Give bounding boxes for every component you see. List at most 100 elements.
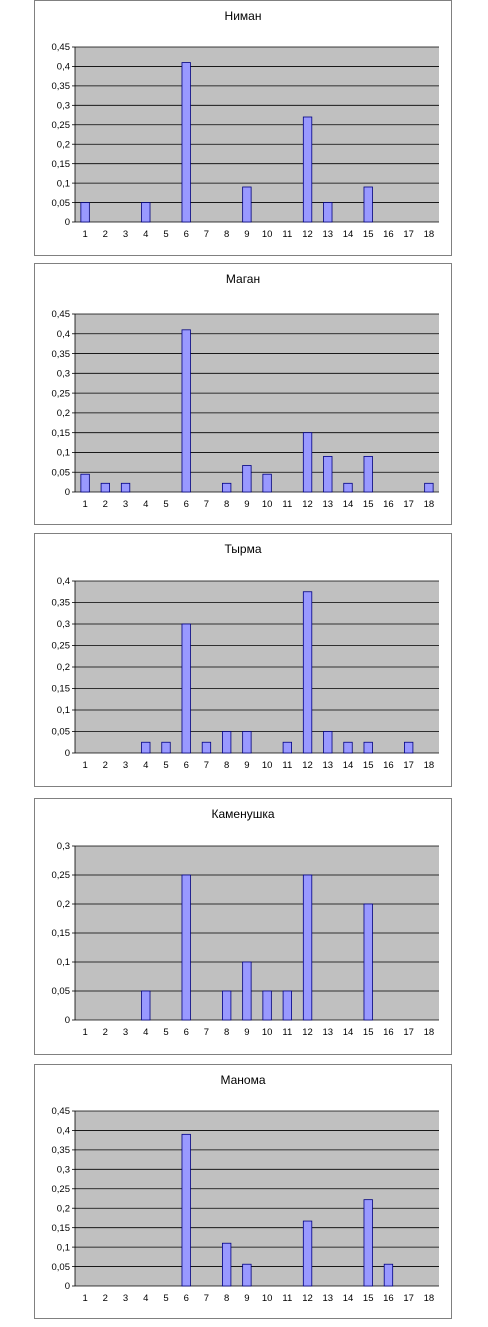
x-tick-label: 2 (103, 760, 108, 771)
x-tick-label: 8 (224, 1027, 229, 1038)
bar (181, 62, 191, 223)
y-tick-label: 0,05 (52, 467, 71, 478)
x-tick-label: 11 (282, 499, 292, 510)
x-tick-label: 12 (302, 1027, 313, 1038)
bar (222, 1242, 232, 1287)
y-tick-label: 0,2 (57, 662, 70, 673)
x-tick-label: 18 (424, 229, 435, 240)
y-tick-label: 0,3 (57, 1165, 70, 1176)
x-tick-label: 9 (244, 760, 249, 771)
x-tick-label: 13 (322, 229, 333, 240)
chart-panel-magan: Маган 0 0,05 0,1 0,15 0,2 0,25 0,3 0,35 0,4 0,45 1… (34, 263, 452, 525)
y-tick-label: 0,15 (52, 159, 71, 170)
x-tick-label: 10 (262, 760, 273, 771)
x-tick-label: 6 (184, 1027, 189, 1038)
bar (201, 741, 212, 754)
y-tick-label: 0,2 (57, 139, 70, 150)
y-tick-label: 0,4 (57, 62, 70, 73)
x-tick-label: 14 (343, 1293, 354, 1304)
x-tick-label: 1 (82, 499, 87, 510)
x-tick-label: 16 (383, 1293, 394, 1304)
x-tick-label: 12 (302, 760, 313, 771)
y-tick-label: 0,45 (52, 42, 71, 53)
y-tick-label: 0,25 (52, 870, 71, 881)
x-tick-label: 1 (82, 229, 87, 240)
bar-chart: 00,050,10,150,20,250,30,350,40,451 2 3 4 5 6 7… (52, 309, 439, 510)
y-tick-label: 0,25 (52, 1184, 71, 1195)
y-tick-label: 0,25 (52, 388, 71, 399)
x-tick-label: 1 (82, 760, 87, 771)
x-tick-label: 15 (363, 499, 374, 510)
y-tick-label: 0,15 (52, 928, 71, 939)
chart-title: Каменушка (211, 807, 275, 821)
chart-panel-tyrma: Тырма 0 0,05 0,1 0,15 0,2 0,25 0,3 0,35 0,4 1 2 3 4 5… (34, 533, 452, 787)
x-tick-label: 18 (424, 1027, 435, 1038)
y-tick-label: 0,15 (52, 1223, 71, 1234)
x-tick-label: 12 (302, 229, 313, 240)
x-tick-label: 2 (103, 499, 108, 510)
x-tick-label: 11 (282, 1027, 292, 1038)
x-tick-label: 7 (204, 1293, 209, 1304)
x-tick-label: 1 (82, 1293, 87, 1304)
x-tick-label: 15 (363, 229, 374, 240)
x-tick-label: 6 (184, 229, 189, 240)
y-tick-label: 0,15 (52, 428, 71, 439)
bar (363, 455, 373, 493)
x-tick-label: 13 (322, 499, 333, 510)
y-tick-label: 0,1 (57, 178, 70, 189)
y-tick-label: 0,4 (57, 329, 70, 340)
x-tick-label: 7 (204, 229, 209, 240)
x-tick-label: 10 (262, 1293, 273, 1304)
x-tick-label: 9 (244, 499, 249, 510)
bar (323, 202, 333, 223)
y-tick-label: 0,3 (57, 619, 70, 630)
bar (222, 731, 232, 754)
bar (262, 473, 272, 493)
x-tick-label: 3 (123, 760, 128, 771)
x-tick-label: 14 (343, 499, 354, 510)
bar (383, 1263, 394, 1287)
bar (80, 473, 90, 493)
x-tick-label: 14 (343, 229, 354, 240)
x-tick-label: 18 (424, 1293, 435, 1304)
y-tick-label: 0,35 (52, 81, 71, 92)
bar (242, 465, 252, 493)
x-tick-label: 1 (82, 1027, 87, 1038)
x-tick-label: 11 (282, 229, 292, 240)
bar-chart: 00,050,10,150,20,250,30,350,40,451 2 3 4 5 6 7… (52, 42, 439, 240)
y-tick-label: 0,3 (57, 101, 70, 112)
chart-title: Ниман (224, 9, 262, 23)
y-tick-label: 0 (65, 1015, 70, 1026)
bar (302, 116, 313, 223)
x-tick-label: 9 (244, 1027, 249, 1038)
chart-title: Маган (225, 272, 261, 286)
x-tick-label: 5 (163, 499, 168, 510)
x-tick-label: 3 (123, 1027, 128, 1038)
x-tick-label: 17 (403, 1293, 414, 1304)
y-tick-label: 0,45 (52, 309, 71, 320)
y-tick-label: 0,35 (52, 349, 71, 360)
x-tick-label: 12 (302, 1293, 313, 1304)
x-tick-label: 6 (184, 499, 189, 510)
bar (323, 455, 333, 493)
y-tick-label: 0,2 (57, 1203, 70, 1214)
y-tick-label: 0,25 (52, 641, 71, 652)
y-tick-label: 0,4 (57, 1126, 70, 1137)
x-tick-label: 13 (322, 1293, 333, 1304)
x-tick-label: 10 (262, 229, 273, 240)
x-tick-label: 17 (403, 229, 414, 240)
bar (404, 741, 414, 754)
bar (343, 741, 353, 754)
x-tick-label: 10 (262, 1027, 273, 1038)
x-tick-label: 8 (224, 499, 229, 510)
x-tick-label: 6 (184, 1293, 189, 1304)
x-tick-label: 8 (224, 760, 229, 771)
x-tick-label: 11 (282, 760, 292, 771)
y-tick-label: 0,35 (52, 1145, 71, 1156)
bar-chart: 00,050,10,150,20,250,30,350,40,451 2 3 4 5 6 7… (52, 1106, 439, 1304)
y-tick-label: 0,2 (57, 408, 70, 419)
x-tick-label: 3 (123, 1293, 128, 1304)
x-tick-label: 18 (424, 499, 435, 510)
x-tick-label: 5 (163, 760, 168, 771)
x-tick-label: 4 (143, 1027, 148, 1038)
